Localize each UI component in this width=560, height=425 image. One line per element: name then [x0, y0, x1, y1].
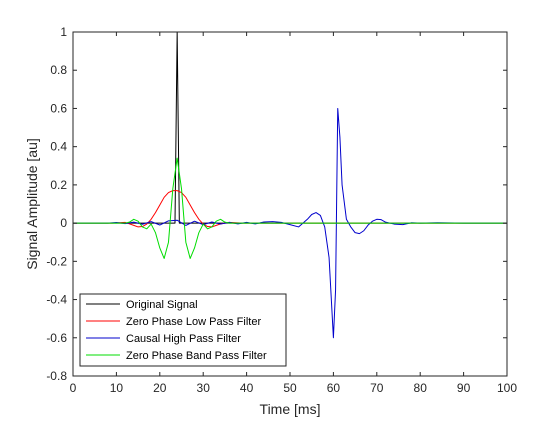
y-tick-label: 0.4 — [50, 140, 67, 154]
x-tick-label: 10 — [110, 381, 124, 395]
legend-label-2: Causal High Pass Filter — [126, 333, 241, 345]
y-tick-label: -0.8 — [46, 369, 67, 383]
legend-label-0: Original Signal — [126, 299, 198, 311]
y-tick-label: 0.8 — [50, 63, 67, 77]
y-tick-label: -0.4 — [46, 293, 67, 307]
series-line-2 — [73, 107, 507, 339]
y-tick-label: -0.2 — [46, 254, 67, 268]
legend-label-1: Zero Phase Low Pass Filter — [126, 316, 261, 328]
x-tick-label: 0 — [70, 381, 77, 395]
series-line-1 — [73, 190, 507, 228]
x-tick-label: 50 — [283, 381, 297, 395]
y-tick-label: -0.6 — [46, 331, 67, 345]
x-axis-label: Time [ms] — [260, 401, 321, 417]
y-tick-label: 0.6 — [50, 101, 67, 115]
legend: Original Signal Zero Phase Low Pass Filte… — [79, 293, 287, 367]
x-tick-label: 90 — [457, 381, 471, 395]
series-layer — [73, 31, 507, 339]
x-tick-label: 20 — [153, 381, 167, 395]
x-tick-label: 80 — [414, 381, 428, 395]
x-tick-label: 70 — [370, 381, 384, 395]
legend-box — [79, 293, 287, 367]
y-tick-label: 1 — [60, 25, 67, 39]
x-tick-label: 40 — [240, 381, 254, 395]
y-tick-label: 0.2 — [50, 178, 67, 192]
x-tick-label: 30 — [197, 381, 211, 395]
y-tick-label: 0 — [60, 216, 67, 230]
tick-layer: 0 10 20 30 40 50 60 70 80 90 100 -0.8 -0.6 -0.4 -0.2 0 0… — [46, 25, 517, 395]
x-tick-label: 100 — [497, 381, 517, 395]
series-line-3 — [73, 157, 507, 259]
legend-label-3: Zero Phase Band Pass Filter — [126, 350, 267, 362]
y-axis-label: Signal Amplitude [au] — [24, 138, 40, 270]
x-tick-label: 60 — [327, 381, 341, 395]
